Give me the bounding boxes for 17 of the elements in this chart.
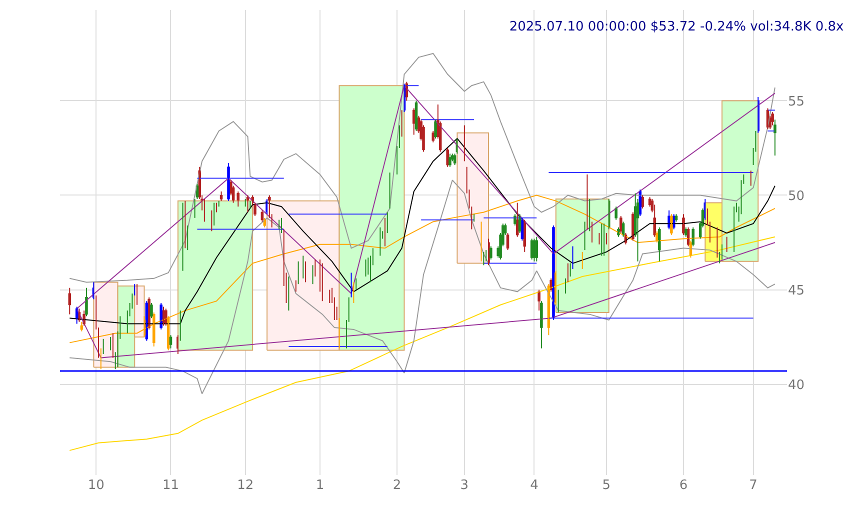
line-series [69,52,776,283]
y-tick-label: 40 [788,378,805,393]
y-tick-label: 50 [788,188,805,204]
x-tick-label: 7 [749,478,758,493]
x-tick-label: 11 [162,478,180,493]
line-series [69,138,776,324]
x-tick-label: 3 [460,478,469,493]
x-tick-label: 2 [392,478,402,493]
x-tick-label: 6 [679,478,688,493]
x-tick-label: 4 [530,478,538,493]
x-tick-label: 10 [88,478,104,493]
y-tick-label: 45 [788,283,805,298]
x-tick-label: 5 [602,478,611,493]
x-tick-label: 1 [316,478,324,493]
y-tick-label: 55 [788,94,805,110]
text: 2025.07.10 00:00:00 $53.72 -0.24% vol:34.8K 0.8x [509,19,844,34]
x-tick-label: 12 [237,478,254,493]
